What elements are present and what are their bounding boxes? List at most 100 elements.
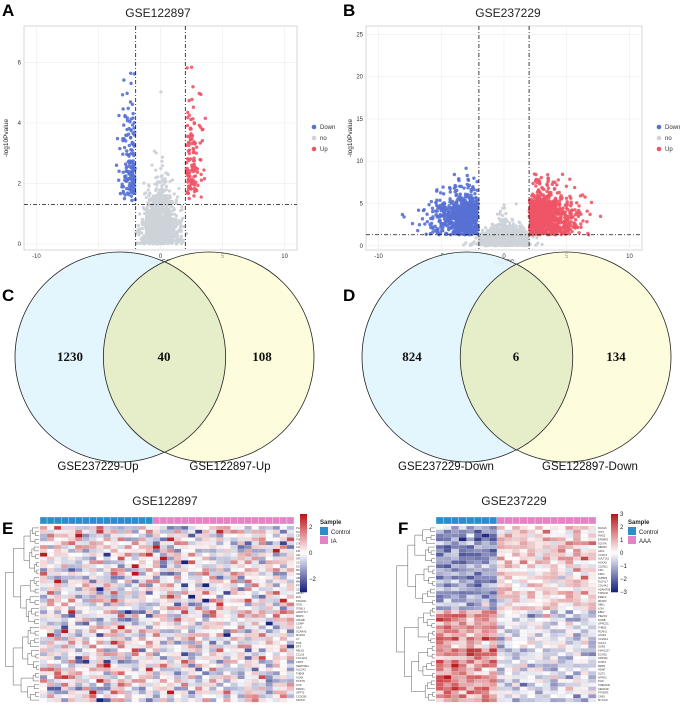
heatmap-cell [131,613,139,618]
heatmap-cell [230,571,238,576]
point-no [485,242,490,246]
point-no [155,207,160,212]
point-no [181,238,185,242]
point-no [521,243,525,247]
heatmap-cell [202,552,210,557]
heatmap-cell [96,560,104,565]
heatmap-cell [68,621,76,626]
point-down [416,208,421,212]
annotation-1 [286,516,295,525]
heatmap-cell [138,625,146,630]
point-no [140,226,145,231]
heatmap-cell [46,606,55,611]
point-up [536,189,540,193]
heatmap-cell [272,629,281,634]
heatmap-cell [39,560,48,565]
heatmap-cell [223,652,231,657]
heatmap-cell [258,640,266,645]
heatmap-cell [75,568,83,573]
dendrogram-branch [5,572,14,667]
heatmap-cell [265,545,273,550]
heatmap-cell [138,598,146,603]
annotation-1 [166,516,175,525]
heatmap-cell [124,545,132,550]
heatmap-cell [244,583,252,588]
heatmap-cell [39,656,48,661]
point-up [544,221,549,226]
heatmap-cell [152,548,161,553]
point-no [177,186,181,191]
heatmap-cell [223,575,231,580]
point-down [431,226,435,231]
heatmap-cell [166,640,175,645]
heatmap-cell [251,633,259,638]
heatmap-cell [82,575,90,580]
heatmap-cell [286,590,295,595]
point-no [150,226,154,230]
heatmap-cell [258,525,266,530]
point-no [162,202,166,206]
heatmap-cell [195,564,203,569]
heatmap-cell [82,610,90,615]
dendrogram-branch [27,653,34,665]
heatmap-cell [244,656,252,661]
heatmap-cell [82,564,90,569]
heatmap-cell [237,548,245,553]
heatmap-cell [75,659,83,664]
point-up [192,156,196,160]
point-no [498,223,502,227]
heatmap-cell [82,594,90,599]
heatmap-cell [188,656,196,661]
point-no [152,200,156,204]
heatmap-cell [46,545,55,550]
heatmap-cell [202,548,210,553]
heatmap-cell [237,545,245,550]
heatmap-cell [68,560,76,565]
point-up [199,158,203,162]
heatmap-cell [159,590,168,595]
heatmap-cell [145,652,154,657]
point-up [537,220,542,225]
heatmap-cell [39,602,48,607]
heatmap-cell [251,659,259,664]
heatmap-cell [124,525,132,530]
heatmap-cell [96,579,104,584]
point-up [546,186,551,191]
point-no [156,221,160,225]
heatmap-cell [103,644,111,649]
heatmap-cell [89,548,97,553]
heatmap-cell [272,652,281,657]
annotation-1 [180,516,189,525]
heatmap-cell [138,633,146,638]
heatmap-cell [216,575,224,580]
point-no [166,173,170,177]
heatmap-cell [82,529,90,534]
point-up [571,215,575,219]
point-down [438,191,443,195]
heatmap-cell [188,590,196,595]
heatmap-cell [75,564,83,569]
heatmap-cell [46,621,55,626]
venn-d-intersection-count: 6 [513,349,520,364]
heatmap-cell [152,525,161,530]
point-no [535,236,539,240]
heatmap-cell [173,625,182,630]
point-no [525,243,529,247]
heatmap-cell [237,564,245,569]
point-down [122,78,126,82]
heatmap-cell [173,640,182,645]
heatmap-cell [124,640,132,645]
heatmap-cell [46,579,55,584]
point-no [510,235,514,239]
heatmap-cell [209,640,217,645]
heatmap-cell [117,564,125,569]
heatmap-cell [202,652,210,657]
heatmap-cell [286,556,295,561]
heatmap-cell [159,564,168,569]
heatmap-cell [244,606,252,611]
point-no [479,237,483,241]
heatmap-cell [82,617,90,622]
heatmap-cell [75,537,83,542]
heatmap-cell [173,564,182,569]
heatmap-cell [188,594,196,599]
